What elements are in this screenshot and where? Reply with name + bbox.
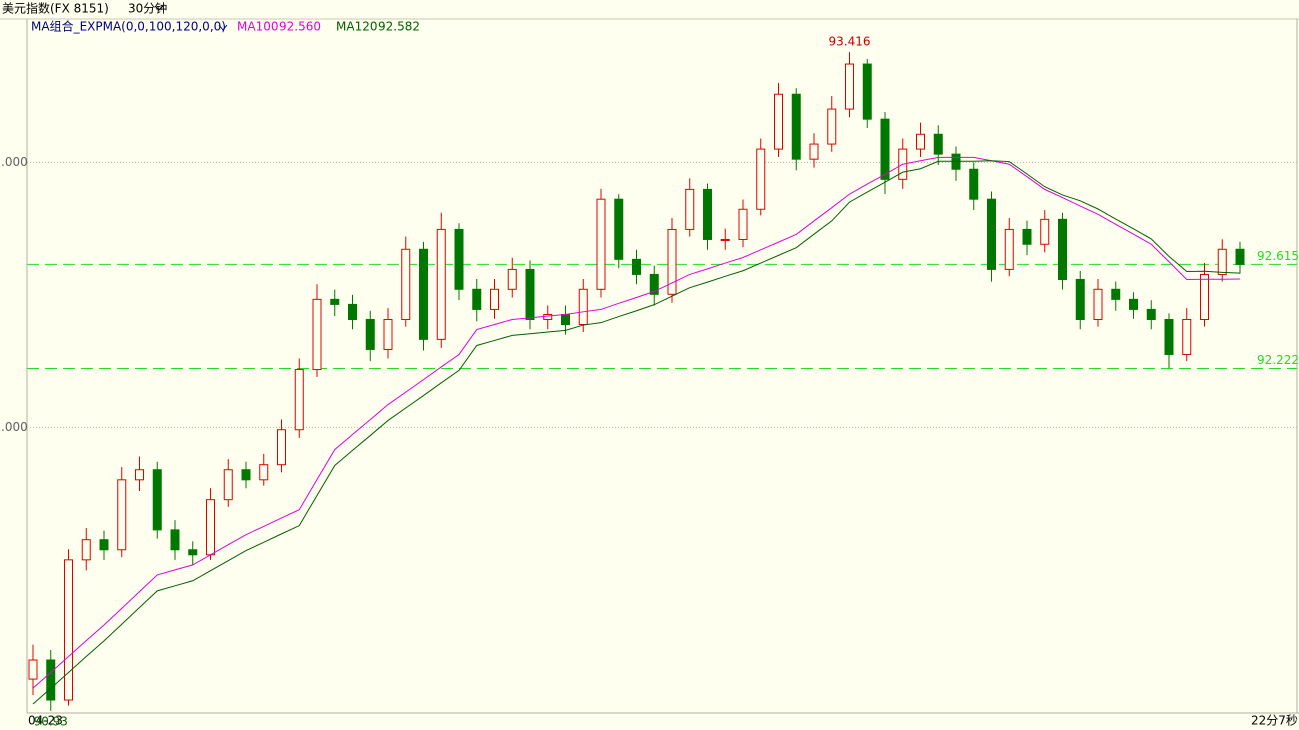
candle-body <box>1146 308 1156 320</box>
candle-body <box>28 659 38 680</box>
candle-body <box>454 228 464 290</box>
level-label: 92.222 <box>1257 353 1299 367</box>
candle-body <box>117 479 127 551</box>
candle-body <box>1004 228 1014 270</box>
candle-body <box>64 559 73 701</box>
candle-body <box>525 268 535 320</box>
legend-value: 92.582 <box>378 20 420 34</box>
candle-body <box>1058 218 1067 280</box>
candle-body <box>667 228 677 295</box>
candle-body <box>419 248 428 340</box>
candle-body <box>1164 318 1174 355</box>
candle-body <box>1129 298 1138 310</box>
candle-body <box>436 228 446 340</box>
candle-body <box>188 549 198 556</box>
candle-body <box>1235 248 1245 265</box>
candle-body <box>241 469 251 481</box>
indicator-label[interactable]: MA组合_EXPMA(0,0,100,120,0,0) <box>31 19 226 34</box>
candle-body <box>1022 228 1032 245</box>
candle-body <box>1200 273 1209 320</box>
low-annotation: 90.93 <box>34 714 68 728</box>
candle-body <box>1093 288 1103 320</box>
candle-body <box>277 429 286 466</box>
legend-name: MA120 <box>336 20 377 34</box>
candle-body <box>738 208 748 240</box>
candle-body <box>543 313 553 320</box>
candle-body <box>401 248 411 320</box>
candle-body <box>561 313 570 326</box>
level-label: 92.615 <box>1257 249 1299 263</box>
period-dropdown-arrow[interactable] <box>154 5 164 11</box>
candle-body <box>1217 248 1227 275</box>
ma-line <box>32 160 1241 705</box>
candle-body <box>259 464 269 481</box>
candle-body <box>348 303 357 320</box>
candle-body <box>614 198 624 260</box>
candle-body <box>99 539 109 551</box>
candle-body <box>720 238 730 241</box>
candle-body <box>170 529 180 551</box>
high-annotation: 93.416 <box>829 35 871 49</box>
candle-body <box>1040 218 1050 245</box>
candle-body <box>756 148 766 210</box>
candle-body <box>880 118 890 180</box>
candle-body <box>987 198 996 270</box>
candle-body <box>81 539 91 561</box>
candle-body <box>596 198 606 290</box>
indicator-dropdown-arrow[interactable] <box>218 24 228 31</box>
candle-body <box>632 258 641 275</box>
candle-body <box>774 93 783 150</box>
candle-body <box>791 93 801 160</box>
y-tick-label: .000 <box>1 420 28 434</box>
candle-body <box>809 143 819 160</box>
candle-body <box>365 318 375 350</box>
candle-body <box>916 133 925 150</box>
ma-line <box>32 156 1241 689</box>
candle-body <box>827 108 837 145</box>
candle-body <box>383 318 393 350</box>
legend-name: MA100 <box>237 20 278 34</box>
candle-body <box>845 63 854 110</box>
period-selector[interactable]: 30分钟 <box>128 1 167 16</box>
candle-body <box>472 288 482 310</box>
candle-body <box>312 298 322 371</box>
candle-body <box>152 469 162 531</box>
candle-body <box>685 188 695 230</box>
candle-body <box>1075 278 1085 320</box>
candle-body <box>507 268 517 290</box>
candle-body <box>1182 318 1192 355</box>
candle-body <box>206 499 215 556</box>
candle-body <box>46 659 56 701</box>
legend-value: 92.560 <box>279 20 321 34</box>
candle-body <box>862 63 872 120</box>
candle-body <box>578 288 588 326</box>
candle-body <box>703 188 712 240</box>
candle-body <box>649 273 659 295</box>
y-tick-label: .000 <box>1 155 28 169</box>
candle-body <box>223 469 233 501</box>
candle-body <box>135 469 144 481</box>
chart-title: 美元指数(FX 8151) <box>2 1 109 16</box>
countdown: 22分7秒 <box>1251 714 1298 728</box>
candle-body <box>969 168 979 200</box>
candle-body <box>1111 288 1121 300</box>
candle-body <box>294 369 304 431</box>
candle-body <box>490 288 499 310</box>
x-start-label: 04-23 <box>28 714 63 728</box>
candle-body <box>330 298 340 305</box>
candle-body <box>933 133 943 155</box>
